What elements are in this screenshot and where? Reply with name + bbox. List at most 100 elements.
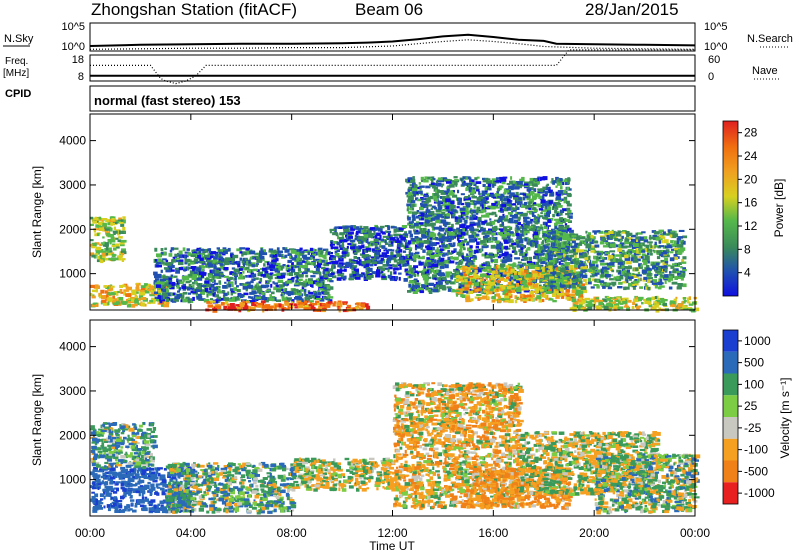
echo-cell [290,269,294,273]
echo-cell [494,240,500,243]
echo-cell [404,242,411,246]
echo-cell [417,190,423,194]
echo-cell [540,290,544,294]
echo-cell [281,292,285,295]
echo-cell [532,273,538,278]
echo-cell [461,214,466,217]
echo-cell [251,264,255,268]
echo-cell [266,261,270,266]
echo-cell [520,247,524,251]
echo-cell [622,230,627,233]
echo-cell [309,247,314,251]
echo-cell [118,236,123,239]
echo-cell [321,259,328,263]
nave-label: Nave [752,65,778,77]
echo-cell [318,305,325,310]
echo-cell [571,290,576,294]
echo-cell [254,252,261,255]
echo-cell [111,244,117,248]
echo-cell [542,240,545,245]
echo-cell [338,306,341,310]
echo-cell [361,261,366,265]
echo-cell [248,295,251,299]
echo-cell [542,202,547,206]
echo-cell [411,286,415,290]
echo-cell [378,266,383,270]
echo-cell [438,256,441,260]
echo-cell [501,203,506,208]
echo-cell [438,285,445,289]
echo-cell [336,241,341,246]
echo-cell [539,176,546,181]
echo-cell [522,223,526,227]
echo-cell [206,283,212,288]
echo-cell [329,228,336,232]
echo-cell [190,290,197,294]
echo-cell [547,219,551,224]
echo-cell [405,245,409,248]
echo-cell [438,190,444,193]
echo-cell [341,275,344,279]
echo-cell [454,218,460,222]
echo-cell [627,251,632,255]
echo-cell [375,256,380,260]
echo-cell [198,298,205,301]
echo-cell [407,199,411,203]
echo-cell [107,252,113,256]
echo-cell [185,281,191,284]
echo-cell [469,224,474,228]
echo-cell [113,231,116,235]
echo-cell [409,233,413,238]
echo-cell [477,275,483,279]
echo-cell [170,274,174,277]
echo-cell [622,281,628,284]
echo-cell [299,265,302,268]
echo-cell [564,225,570,229]
echo-cell [470,211,473,215]
echo-cell [548,200,553,204]
echo-cell [409,256,413,260]
echo-cell [197,254,202,259]
echo-cell [498,271,504,274]
echo-cell [468,190,474,193]
freq-label-line1: Freq. [5,56,28,67]
echo-cell [95,249,100,254]
echo-cell [505,228,511,231]
echo-cell [104,228,110,231]
echo-cell [365,260,371,264]
echo-cell [519,244,524,247]
echo-cell [223,267,229,271]
echo-cell [649,243,652,247]
echo-cell [271,267,275,272]
echo-cell [125,287,128,290]
echo-cell [136,287,140,292]
echo-cell [495,289,498,293]
cpid-frame [89,85,696,112]
echo-cell [429,210,435,215]
echo-cell [489,218,492,221]
echo-cell [497,194,503,199]
echo-cell [451,250,454,254]
echo-cell [570,284,576,288]
echo-cell [552,180,555,185]
echo-cell [496,219,502,222]
echo-cell [465,296,471,300]
echo-cell [637,258,641,262]
echo-cell [516,287,521,291]
echo-cell [472,258,476,263]
echo-cell [501,285,506,290]
echo-cell [488,240,494,243]
echo-cell [428,290,433,294]
echo-cell [506,204,511,207]
echo-cell [494,206,501,209]
echo-cell [481,192,485,196]
echo-cell [440,177,447,180]
echo-cell [462,276,466,281]
echo-cell [528,205,532,210]
echo-cell [566,227,572,232]
echo-cell [218,256,224,260]
echo-cell [199,265,202,268]
echo-cell [214,276,219,279]
echo-cell [548,224,551,227]
echo-cell [101,218,108,221]
